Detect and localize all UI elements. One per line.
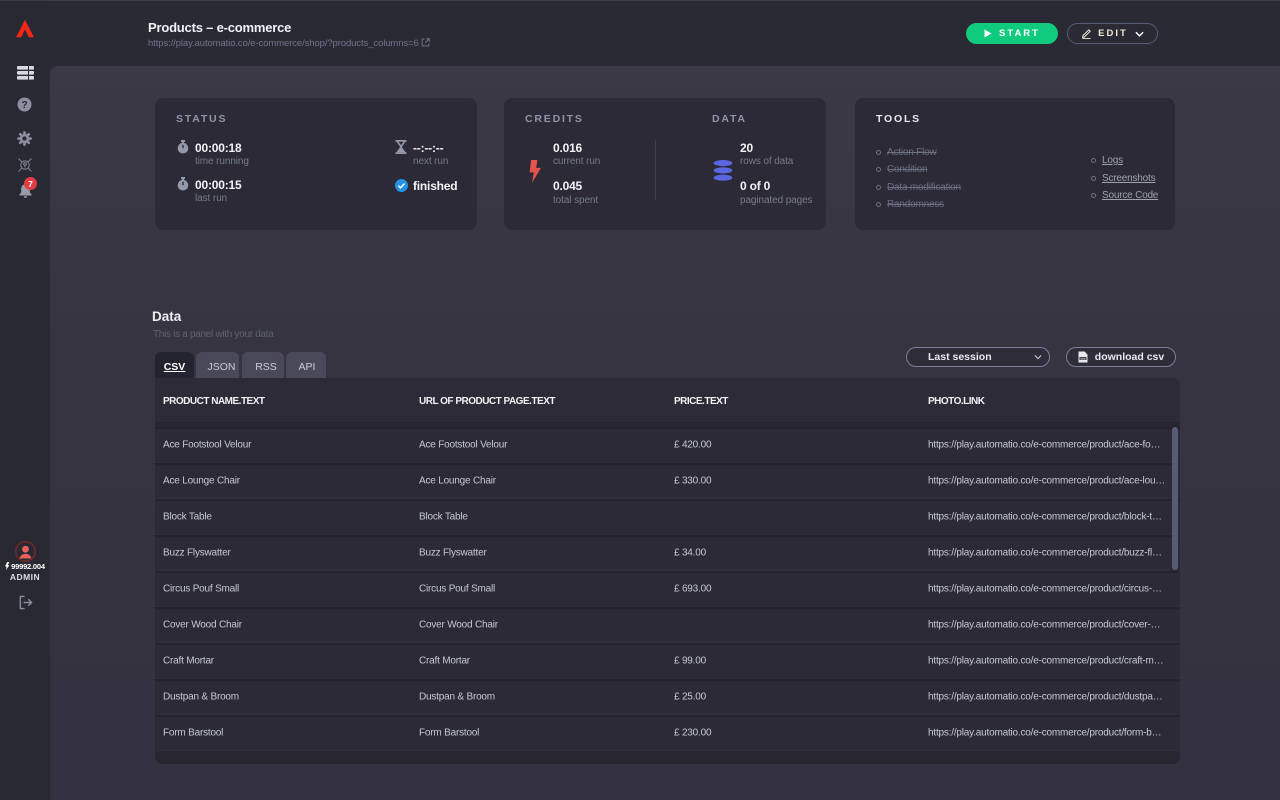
svg-text:?: ?	[21, 100, 27, 111]
svg-text:csv: csv	[1080, 357, 1085, 361]
